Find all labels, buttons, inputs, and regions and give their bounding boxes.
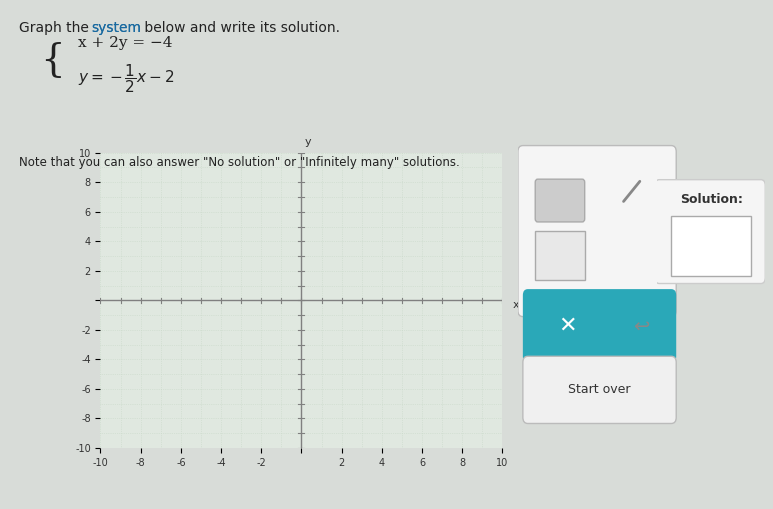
Text: system: system xyxy=(91,21,141,35)
FancyBboxPatch shape xyxy=(655,180,765,284)
Text: Graph the: Graph the xyxy=(19,21,93,35)
Text: x + 2y = −4: x + 2y = −4 xyxy=(78,36,172,50)
FancyBboxPatch shape xyxy=(535,231,584,280)
FancyBboxPatch shape xyxy=(535,179,584,222)
FancyBboxPatch shape xyxy=(671,216,751,276)
Text: {: { xyxy=(40,42,65,79)
FancyBboxPatch shape xyxy=(518,146,676,317)
Text: Solution:: Solution: xyxy=(679,193,743,207)
Text: y: y xyxy=(305,137,311,147)
Text: ✕: ✕ xyxy=(558,316,577,336)
Text: $y = -\dfrac{1}{2}x - 2$: $y = -\dfrac{1}{2}x - 2$ xyxy=(78,63,175,95)
Text: x: x xyxy=(512,300,519,310)
Text: system: system xyxy=(91,21,141,35)
Text: Start over: Start over xyxy=(568,383,631,397)
FancyBboxPatch shape xyxy=(523,356,676,423)
Text: Note that you can also answer "No solution" or "Infinitely many" solutions.: Note that you can also answer "No soluti… xyxy=(19,156,459,169)
Text: ↩: ↩ xyxy=(633,316,650,335)
Text: below and write its solution.: below and write its solution. xyxy=(140,21,340,35)
FancyBboxPatch shape xyxy=(523,289,676,362)
